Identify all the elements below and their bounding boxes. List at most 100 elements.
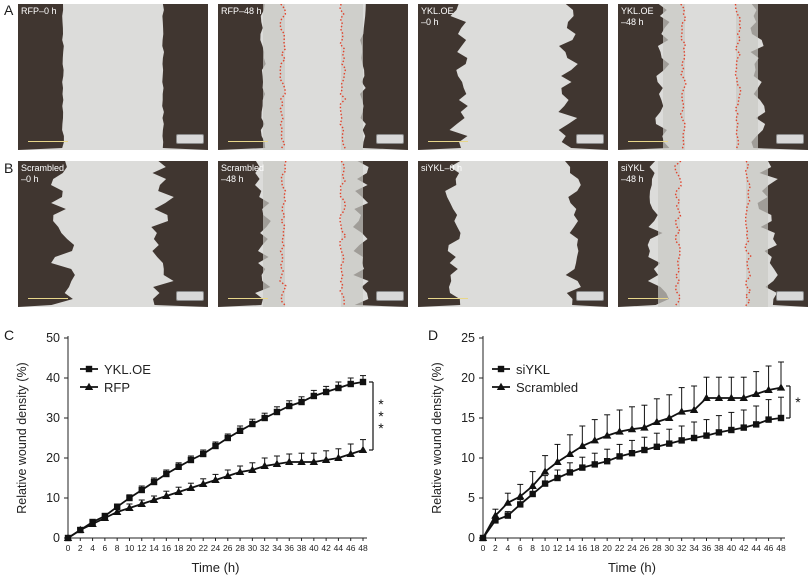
x-tick-label: 4 [90, 543, 95, 553]
y-tick-label: 0 [53, 531, 60, 545]
siykl-point [579, 464, 586, 471]
rfp-point [125, 503, 134, 511]
micrograph-label: RFP–0 h [21, 6, 57, 16]
rfp-point [346, 449, 355, 457]
ykl-oe-point [138, 486, 145, 494]
x-tick-label: 26 [223, 543, 233, 553]
rfp-point [321, 455, 331, 463]
rfp-point [63, 533, 73, 541]
migrated-cells-right [736, 4, 758, 150]
ykl-oe-point [298, 398, 305, 406]
scrambled-point [491, 511, 500, 519]
scrambled-point [776, 383, 786, 391]
ykl-oe-point [236, 427, 244, 434]
x-tick-label: 12 [553, 543, 563, 553]
siykl-point [603, 458, 611, 465]
x-tick-label: 10 [125, 543, 135, 553]
scrambled-point [739, 393, 748, 401]
rfp-point [149, 495, 159, 503]
migrated-cells-left [663, 4, 685, 150]
y-tick-label: 15 [461, 411, 475, 425]
significance-marker: * [378, 396, 384, 412]
x-tick-label: 30 [665, 543, 675, 553]
scrambled-point [702, 393, 711, 401]
scale-bar [428, 141, 468, 142]
x-tick-label: 20 [186, 543, 196, 553]
siykl-point [728, 426, 735, 434]
siykl-point [591, 461, 598, 468]
siykl-point [566, 469, 574, 476]
migrated-cells-left [263, 161, 285, 307]
cell-layer-left [218, 4, 266, 150]
y-tick-label: 50 [46, 331, 60, 345]
x-tick-label: 8 [115, 543, 120, 553]
x-tick-label: 28 [652, 543, 662, 553]
rfp-point [260, 461, 269, 469]
ykl-oe-point [175, 463, 182, 470]
ykl-oe-point [212, 442, 219, 450]
scale-bar [628, 141, 668, 142]
rfp-point [186, 483, 196, 491]
ykl-oe-point [347, 380, 354, 388]
ykl-oe-point [359, 378, 367, 386]
x-tick-label: 36 [702, 543, 712, 553]
y-tick-label: 10 [46, 491, 60, 505]
magnification-box [376, 134, 404, 144]
legend-label: RFP [104, 380, 130, 395]
x-tick-label: 40 [309, 543, 319, 553]
magnification-box [776, 134, 804, 144]
scrambled-point [602, 431, 612, 439]
siykl-point [641, 446, 648, 454]
magnification-box [576, 134, 604, 144]
rfp-point [199, 479, 208, 487]
ykl-oe-point [310, 392, 318, 400]
legend-marker [496, 382, 506, 390]
x-tick-label: 12 [137, 543, 147, 553]
siykl-point [541, 480, 549, 487]
siykl-point [517, 501, 524, 508]
scrambled-point [565, 449, 575, 457]
scale-bar [28, 141, 68, 142]
legend-marker [497, 365, 505, 373]
cell-layer-right [353, 161, 408, 307]
rfp-point [174, 487, 183, 495]
scrambled-point [615, 427, 624, 435]
rfp-point [358, 445, 368, 453]
x-tick-label: 28 [235, 543, 245, 553]
micrograph-image [18, 4, 208, 150]
significance-marker: * [378, 420, 384, 436]
rfp-point [285, 457, 294, 465]
x-tick-label: 36 [285, 543, 295, 553]
siykl-point [752, 421, 760, 428]
micrograph-siykl-0h: siYKL–0 h [418, 161, 608, 307]
scrambled-point [528, 481, 537, 489]
siykl-point [666, 440, 673, 447]
chart-d: 0 5 10 15 20 25 0 2 4 6 8 10 12 14 16 18 20 22 24 26 28 30 32 3… [410, 325, 810, 578]
x-tick-label: 2 [78, 543, 83, 553]
siykl-point [765, 416, 772, 423]
scale-bar [428, 298, 468, 299]
cell-layer-right [750, 4, 808, 150]
migrated-cells-left [658, 161, 680, 307]
ykl-oe-point [261, 414, 268, 422]
cell-layer-right [558, 4, 608, 150]
legend-marker [85, 365, 93, 373]
micrograph-image [418, 161, 608, 307]
wound-edge-trace-left [279, 4, 287, 150]
significance-marker: * [378, 408, 384, 424]
x-tick-label: 46 [764, 543, 774, 553]
micrograph-label: YKL.OE –48 h [621, 6, 654, 27]
y-tick-label: 20 [46, 451, 60, 465]
micrograph-yklOE-0h: YKL.OE –0 h [418, 4, 608, 150]
siykl-point [653, 443, 661, 450]
x-tick-label: 6 [103, 543, 108, 553]
siykl-point [777, 414, 785, 422]
rfp-point [162, 491, 171, 499]
migrated-cells-right [746, 161, 768, 307]
x-tick-label: 38 [297, 543, 307, 553]
cell-layer-left [18, 161, 75, 307]
x-tick-label: 22 [615, 543, 625, 553]
scrambled-point [590, 436, 599, 444]
scrambled-point [751, 389, 761, 397]
rfp-point [272, 459, 282, 467]
